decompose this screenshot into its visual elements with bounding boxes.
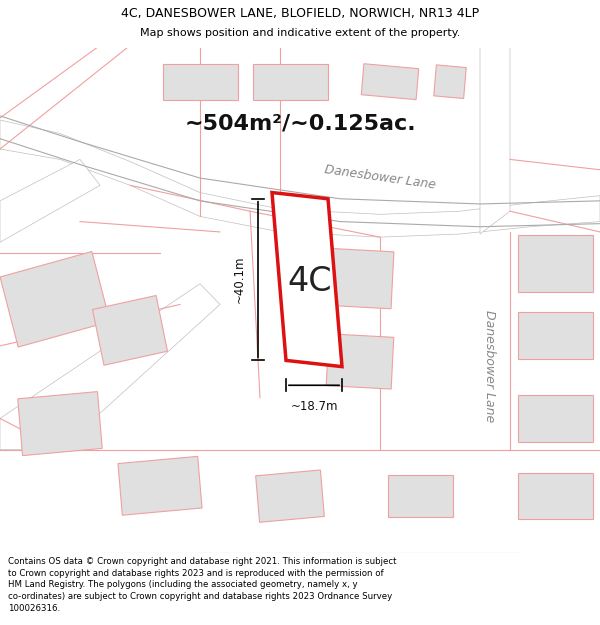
Polygon shape	[480, 48, 510, 234]
Text: ~504m²/~0.125ac.: ~504m²/~0.125ac.	[184, 113, 416, 133]
Text: Danesbower Lane: Danesbower Lane	[484, 311, 497, 422]
Bar	[18, 392, 102, 456]
Bar	[163, 64, 238, 100]
Bar	[517, 395, 593, 442]
Polygon shape	[0, 284, 220, 449]
Bar	[326, 248, 394, 309]
Text: ~40.1m: ~40.1m	[233, 256, 246, 303]
Bar	[517, 312, 593, 359]
Polygon shape	[0, 159, 100, 242]
Bar	[0, 251, 110, 347]
Text: Map shows position and indicative extent of the property.: Map shows position and indicative extent…	[140, 28, 460, 38]
Polygon shape	[272, 192, 342, 367]
Bar	[434, 65, 466, 99]
Text: ~18.7m: ~18.7m	[290, 400, 338, 412]
Bar	[361, 64, 419, 99]
Polygon shape	[0, 120, 600, 237]
Bar	[92, 296, 167, 365]
Bar	[517, 473, 593, 519]
Text: 4C, DANESBOWER LANE, BLOFIELD, NORWICH, NR13 4LP: 4C, DANESBOWER LANE, BLOFIELD, NORWICH, …	[121, 7, 479, 20]
Bar	[253, 64, 328, 100]
Bar	[517, 234, 593, 291]
Bar	[388, 476, 452, 517]
Bar	[118, 456, 202, 515]
Text: 4C: 4C	[288, 265, 332, 298]
Text: Danesbower Lane: Danesbower Lane	[323, 162, 436, 191]
Bar	[256, 470, 325, 522]
Text: Contains OS data © Crown copyright and database right 2021. This information is : Contains OS data © Crown copyright and d…	[8, 557, 397, 613]
Bar	[326, 334, 394, 389]
